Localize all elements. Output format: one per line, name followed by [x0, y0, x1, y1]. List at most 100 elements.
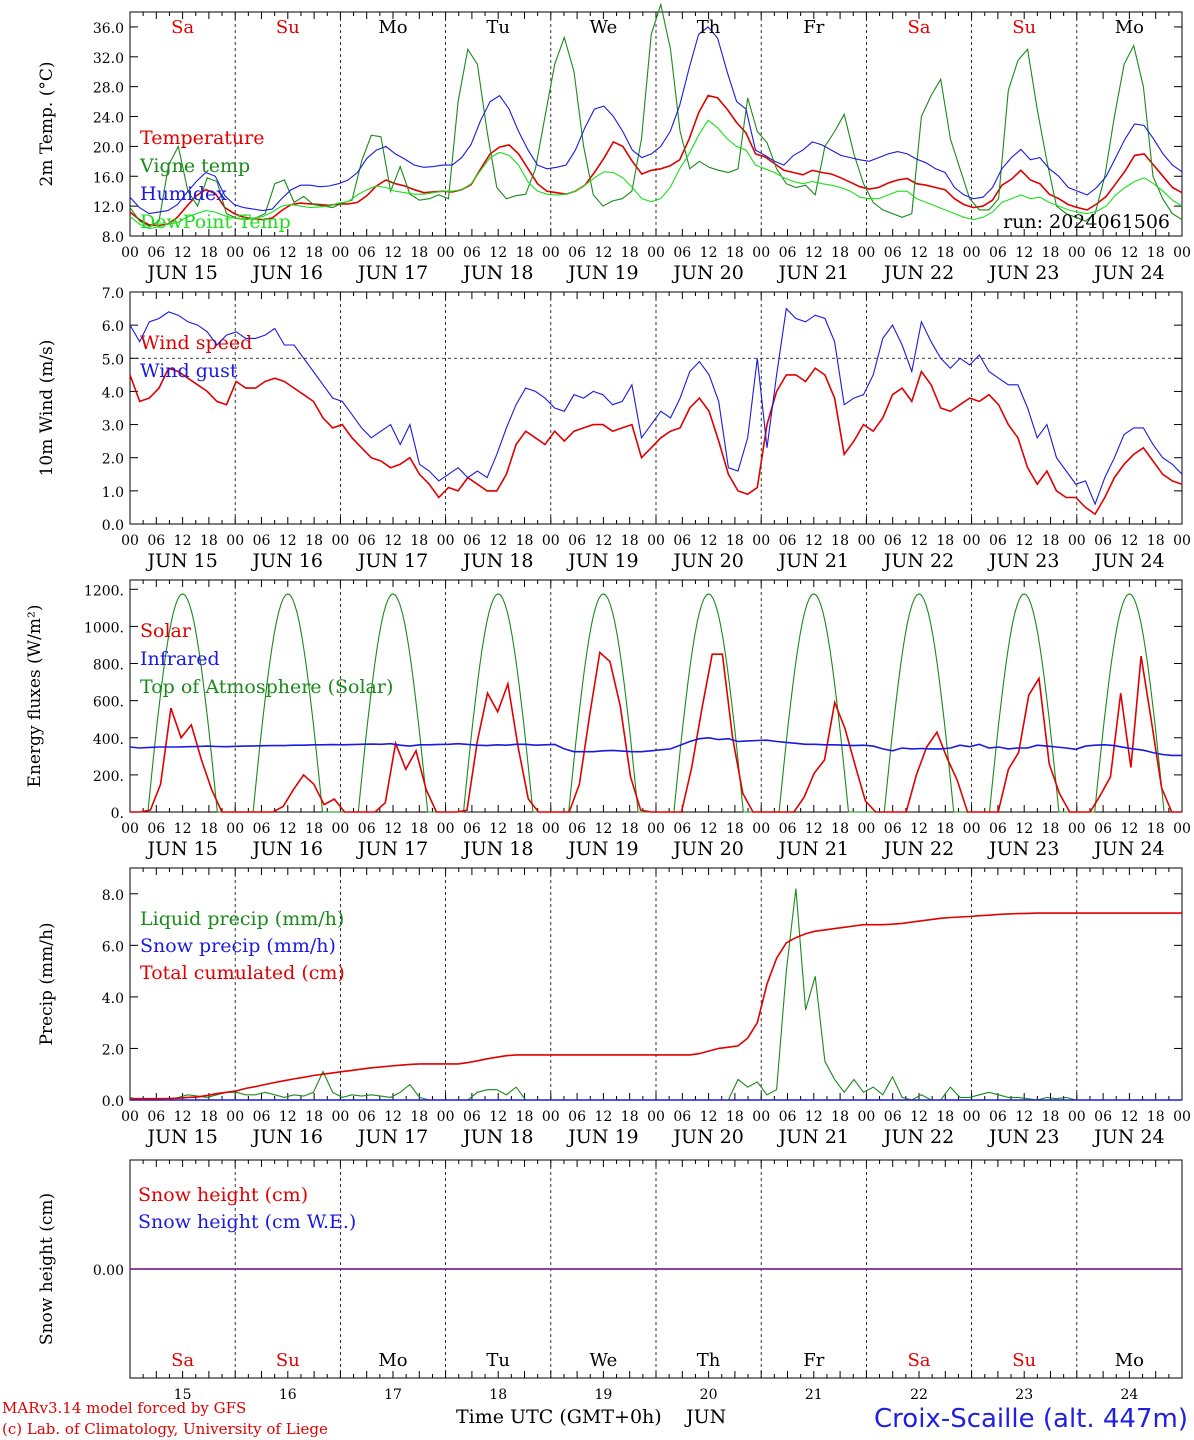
day-number-label: 19	[594, 1387, 612, 1403]
weekday-label-top: Sa	[171, 17, 194, 38]
credit-line-1: MARv3.14 model forced by GFS	[2, 1399, 246, 1417]
hour-tick-label: 06	[147, 533, 165, 549]
y-tick-label: 28.0	[93, 81, 124, 97]
weekday-label-bottom: We	[590, 1350, 618, 1371]
y-tick-label: 1.0	[102, 485, 124, 501]
y-tick-label: 32.0	[93, 51, 124, 67]
y-tick-label: 1000.	[84, 620, 124, 636]
date-label: JUN 17	[356, 838, 428, 860]
hour-tick-label: 00	[963, 533, 981, 549]
weekday-label-top: Th	[697, 17, 721, 38]
y-tick-label: 8.0	[102, 888, 124, 904]
y-tick-label: 0.	[111, 806, 124, 822]
hour-tick-label: 12	[174, 245, 192, 261]
hour-tick-label: 12	[1120, 821, 1138, 837]
hour-tick-label: 18	[726, 821, 744, 837]
hour-tick-label: 12	[1120, 533, 1138, 549]
hour-tick-label: 06	[568, 533, 586, 549]
hour-tick-label: 00	[1173, 1109, 1191, 1125]
legend-solar: Solar	[140, 620, 192, 642]
hour-tick-label: 00	[1068, 245, 1086, 261]
hour-tick-label: 12	[279, 1109, 297, 1125]
y-tick-label: 24.0	[93, 111, 124, 127]
y-tick-label: 6.0	[102, 939, 124, 955]
legend-snow-precip-mm-h: Snow precip (mm/h)	[140, 935, 336, 957]
y-tick-label: 7.0	[102, 286, 124, 302]
panel-2: 0.0 1.0 2.0 3.0 4.0 5.0 6.0 7.0 10m Wind (m/s) Wi…	[37, 286, 1191, 572]
hour-tick-label: 12	[279, 245, 297, 261]
plot-frame	[129, 11, 1183, 237]
hour-tick-label: 00	[647, 533, 665, 549]
weekday-label-bottom: Sa	[171, 1350, 194, 1371]
hour-tick-label: 00	[752, 533, 770, 549]
hour-tick-label: 18	[936, 1109, 954, 1125]
day-number-label: 20	[700, 1387, 718, 1403]
legend-humidex: Humidex	[140, 183, 227, 205]
hour-tick-label: 18	[305, 821, 323, 837]
date-label: JUN 23	[987, 262, 1059, 284]
panel-3: 0. 200. 400. 600. 800. 1000. 1200. Energy fluxe…	[25, 579, 1191, 860]
hour-tick-label: 00	[331, 1109, 349, 1125]
panel-5: 0.00 Snow height (cm) Snow height (cm) Snow…	[37, 1159, 1183, 1379]
date-label: JUN 19	[566, 838, 638, 860]
series-line-total-cumulated-cm	[130, 912, 1182, 1100]
y-axis-label: 10m Wind (m/s)	[37, 340, 57, 477]
hour-tick-label: 18	[1147, 1109, 1165, 1125]
date-label: JUN 23	[987, 1126, 1059, 1148]
hour-tick-label: 12	[174, 1109, 192, 1125]
weekday-label-top: We	[590, 17, 618, 38]
date-label: JUN 21	[777, 838, 849, 860]
hour-tick-label: 12	[594, 245, 612, 261]
hour-tick-label: 06	[358, 1109, 376, 1125]
hour-tick-label: 12	[489, 245, 507, 261]
hour-tick-label: 06	[673, 245, 691, 261]
weekday-label-top: Su	[1012, 17, 1036, 38]
date-label: JUN 16	[251, 838, 323, 860]
series-line-vigne-temp	[129, 2, 1183, 227]
hour-tick-label: 18	[1042, 821, 1060, 837]
date-label: JUN 23	[987, 838, 1059, 860]
weekday-label-top: Mo	[378, 17, 407, 38]
hour-tick-label: 00	[857, 821, 875, 837]
date-label: JUN 22	[882, 262, 954, 284]
date-label: JUN 15	[145, 838, 217, 860]
hour-tick-label: 00	[437, 1109, 455, 1125]
hour-tick-label: 18	[305, 533, 323, 549]
date-label: JUN 21	[777, 550, 849, 572]
hour-tick-label: 12	[1015, 821, 1033, 837]
hour-tick-label: 12	[489, 533, 507, 549]
hour-tick-label: 00	[1068, 1109, 1086, 1125]
day-number-label: 17	[384, 1387, 402, 1403]
hour-tick-label: 00	[1068, 821, 1086, 837]
hour-tick-label: 00	[1068, 533, 1086, 549]
date-label: JUN 18	[461, 262, 533, 284]
weekday-label-bottom: Su	[276, 1350, 300, 1371]
hour-tick-label: 00	[752, 821, 770, 837]
hour-tick-label: 06	[989, 533, 1007, 549]
hour-tick-label: 00	[226, 533, 244, 549]
hour-tick-label: 18	[936, 533, 954, 549]
date-label: JUN 24	[1092, 838, 1164, 860]
weekday-label-bottom: Fr	[803, 1350, 824, 1371]
hour-tick-label: 00	[647, 1109, 665, 1125]
hour-tick-label: 18	[305, 1109, 323, 1125]
hour-tick-label: 18	[410, 821, 428, 837]
hour-tick-label: 18	[831, 533, 849, 549]
y-tick-label: 0.0	[102, 1094, 124, 1110]
hour-tick-label: 06	[779, 245, 797, 261]
series-line-infrared	[129, 736, 1182, 757]
hour-tick-label: 00	[331, 533, 349, 549]
hour-tick-label: 18	[516, 1109, 534, 1125]
weekday-label-bottom: Tu	[486, 1350, 510, 1371]
date-label: JUN 15	[145, 550, 217, 572]
legend-total-cumulated-cm: Total cumulated (cm)	[140, 962, 345, 984]
y-tick-label: 400.	[93, 732, 124, 748]
hour-tick-label: 18	[516, 533, 534, 549]
y-tick-label: 0.0	[102, 518, 124, 534]
y-tick-label: 12.0	[93, 200, 124, 216]
panel-1: 8.0 12.0 16.0 20.0 24.0 28.0 32.0 36.0 2m Temp. …	[37, 2, 1191, 284]
hour-tick-label: 06	[358, 821, 376, 837]
hour-tick-label: 00	[331, 821, 349, 837]
hour-tick-label: 00	[963, 245, 981, 261]
